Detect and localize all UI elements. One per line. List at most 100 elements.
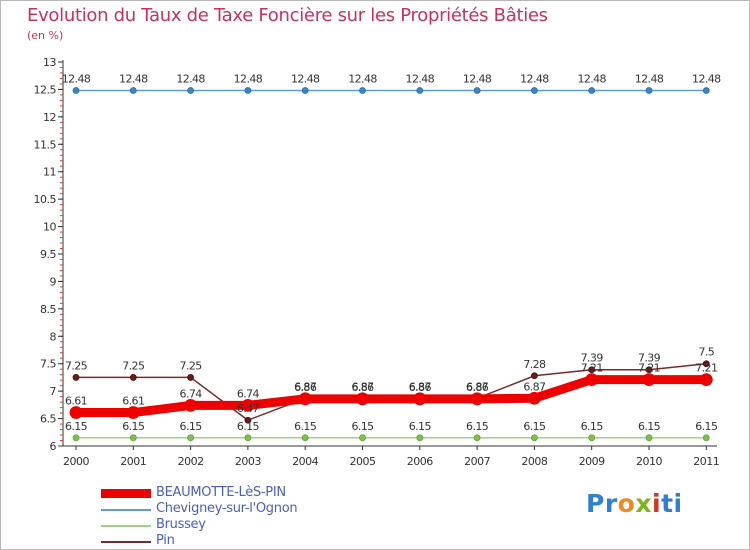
- data-label-brussey: 6.15: [65, 420, 88, 433]
- point-brussey: [588, 434, 596, 442]
- point-pin: [187, 374, 195, 381]
- data-label-pin: 6.87: [294, 380, 317, 393]
- legend-label-brussey: Brussey: [156, 517, 206, 532]
- data-label-beaumotte: 6.61: [122, 395, 144, 408]
- point-chevigney: [588, 87, 596, 94]
- point-brussey: [359, 434, 366, 442]
- data-label-beaumotte: 6.74: [180, 387, 203, 400]
- point-chevigney: [473, 87, 481, 94]
- y-tick-label: 10: [43, 221, 56, 234]
- legend-swatch-brussey: [101, 525, 151, 527]
- data-label-brussey: 6.15: [466, 420, 489, 433]
- x-tick-label: 2001: [120, 455, 146, 468]
- data-label-pin: 6.87: [351, 380, 374, 393]
- x-tick-label: 2007: [464, 455, 490, 468]
- data-label-brussey: 6.15: [237, 420, 260, 433]
- data-label-beaumotte: 6.87: [523, 380, 546, 393]
- y-tick-label: 13: [43, 56, 56, 69]
- data-label-brussey: 6.15: [294, 420, 317, 433]
- y-tick-label: 11.5: [34, 138, 57, 151]
- point-beaumotte: [642, 373, 656, 387]
- point-pin: [244, 416, 252, 424]
- x-tick-label: 2006: [407, 455, 433, 468]
- data-label-chevigney: 12.48: [176, 73, 205, 86]
- point-brussey: [702, 434, 710, 442]
- y-tick-label: 7: [50, 385, 57, 398]
- point-brussey: [301, 434, 309, 442]
- x-tick-label: 2009: [579, 455, 605, 468]
- data-label-brussey: 6.15: [409, 420, 432, 433]
- data-label-chevigney: 12.48: [692, 73, 721, 86]
- data-label-beaumotte: 7.21: [581, 362, 603, 375]
- point-beaumotte: [126, 406, 140, 419]
- point-beaumotte: [528, 391, 541, 405]
- data-label-beaumotte: 6.86: [466, 381, 489, 394]
- data-label-pin: 6.87: [466, 380, 489, 393]
- point-pin: [645, 366, 653, 374]
- x-tick-label: 2008: [521, 455, 547, 468]
- data-label-pin: 7.25: [65, 359, 88, 372]
- data-label-pin: 7.25: [180, 359, 203, 372]
- point-pin: [72, 374, 80, 381]
- y-tick-label: 11: [43, 166, 56, 179]
- point-chevigney: [187, 87, 195, 94]
- data-label-chevigney: 12.48: [406, 73, 435, 86]
- point-beaumotte: [699, 373, 713, 387]
- x-tick-label: 2010: [636, 455, 662, 468]
- x-tick-label: 2002: [178, 455, 204, 468]
- point-brussey: [129, 434, 137, 442]
- y-tick-label: 8.5: [40, 303, 56, 316]
- data-label-brussey: 6.15: [122, 420, 145, 433]
- y-tick-label: 9.5: [40, 248, 56, 261]
- data-label-beaumotte: 7.21: [695, 362, 717, 375]
- point-brussey: [416, 434, 424, 442]
- data-label-brussey: 6.15: [180, 420, 203, 433]
- point-beaumotte: [413, 392, 427, 406]
- point-brussey: [473, 434, 481, 442]
- proxiti-logo: Proxiti: [586, 489, 683, 518]
- chart-title: Evolution du Taux de Taxe Foncière sur l…: [27, 5, 548, 26]
- point-pin: [702, 360, 710, 368]
- point-chevigney: [531, 87, 538, 94]
- data-label-pin: 6.87: [409, 380, 432, 393]
- point-chevigney: [359, 87, 366, 94]
- data-label-chevigney: 12.48: [291, 73, 320, 86]
- series-line-beaumotte: [71, 375, 711, 418]
- data-label-beaumotte: 6.86: [294, 381, 317, 394]
- legend-label-beaumotte: BEAUMOTTE-LèS-PIN: [156, 485, 286, 500]
- y-tick-label: 8: [50, 330, 57, 343]
- y-tick-label: 9: [50, 275, 57, 288]
- data-label-pin: 7.25: [122, 359, 145, 372]
- data-label-chevigney: 12.48: [635, 73, 664, 86]
- y-tick-label: 6.5: [40, 413, 56, 426]
- data-label-beaumotte: 6.61: [65, 395, 87, 408]
- data-label-pin: 7.28: [523, 358, 546, 371]
- x-tick-label: 2003: [235, 455, 261, 468]
- data-label-beaumotte: 6.74: [237, 387, 260, 400]
- point-beaumotte: [585, 373, 599, 387]
- legend-label-pin: Pin: [156, 533, 175, 548]
- data-label-pin: 7.5: [698, 346, 714, 359]
- point-brussey: [645, 434, 653, 442]
- point-pin: [129, 374, 137, 381]
- point-brussey: [72, 434, 80, 442]
- y-tick-label: 10.5: [34, 193, 57, 206]
- data-label-brussey: 6.15: [638, 420, 661, 433]
- data-label-beaumotte: 7.21: [638, 362, 660, 375]
- y-tick-label: 6: [50, 440, 57, 453]
- data-label-chevigney: 12.48: [234, 73, 263, 86]
- point-chevigney: [416, 87, 424, 94]
- legend-label-chevigney: Chevigney-sur-l'Ognon: [156, 501, 298, 516]
- point-chevigney: [72, 87, 80, 94]
- point-beaumotte: [356, 392, 369, 406]
- legend-swatch-pin: [101, 541, 151, 543]
- data-label-chevigney: 12.48: [119, 73, 148, 86]
- data-label-chevigney: 12.48: [62, 73, 91, 86]
- point-beaumotte: [241, 399, 255, 412]
- point-chevigney: [645, 87, 653, 94]
- data-label-brussey: 6.15: [351, 420, 374, 433]
- data-label-beaumotte: 6.86: [409, 381, 432, 394]
- point-beaumotte: [184, 399, 198, 412]
- point-beaumotte: [298, 392, 312, 406]
